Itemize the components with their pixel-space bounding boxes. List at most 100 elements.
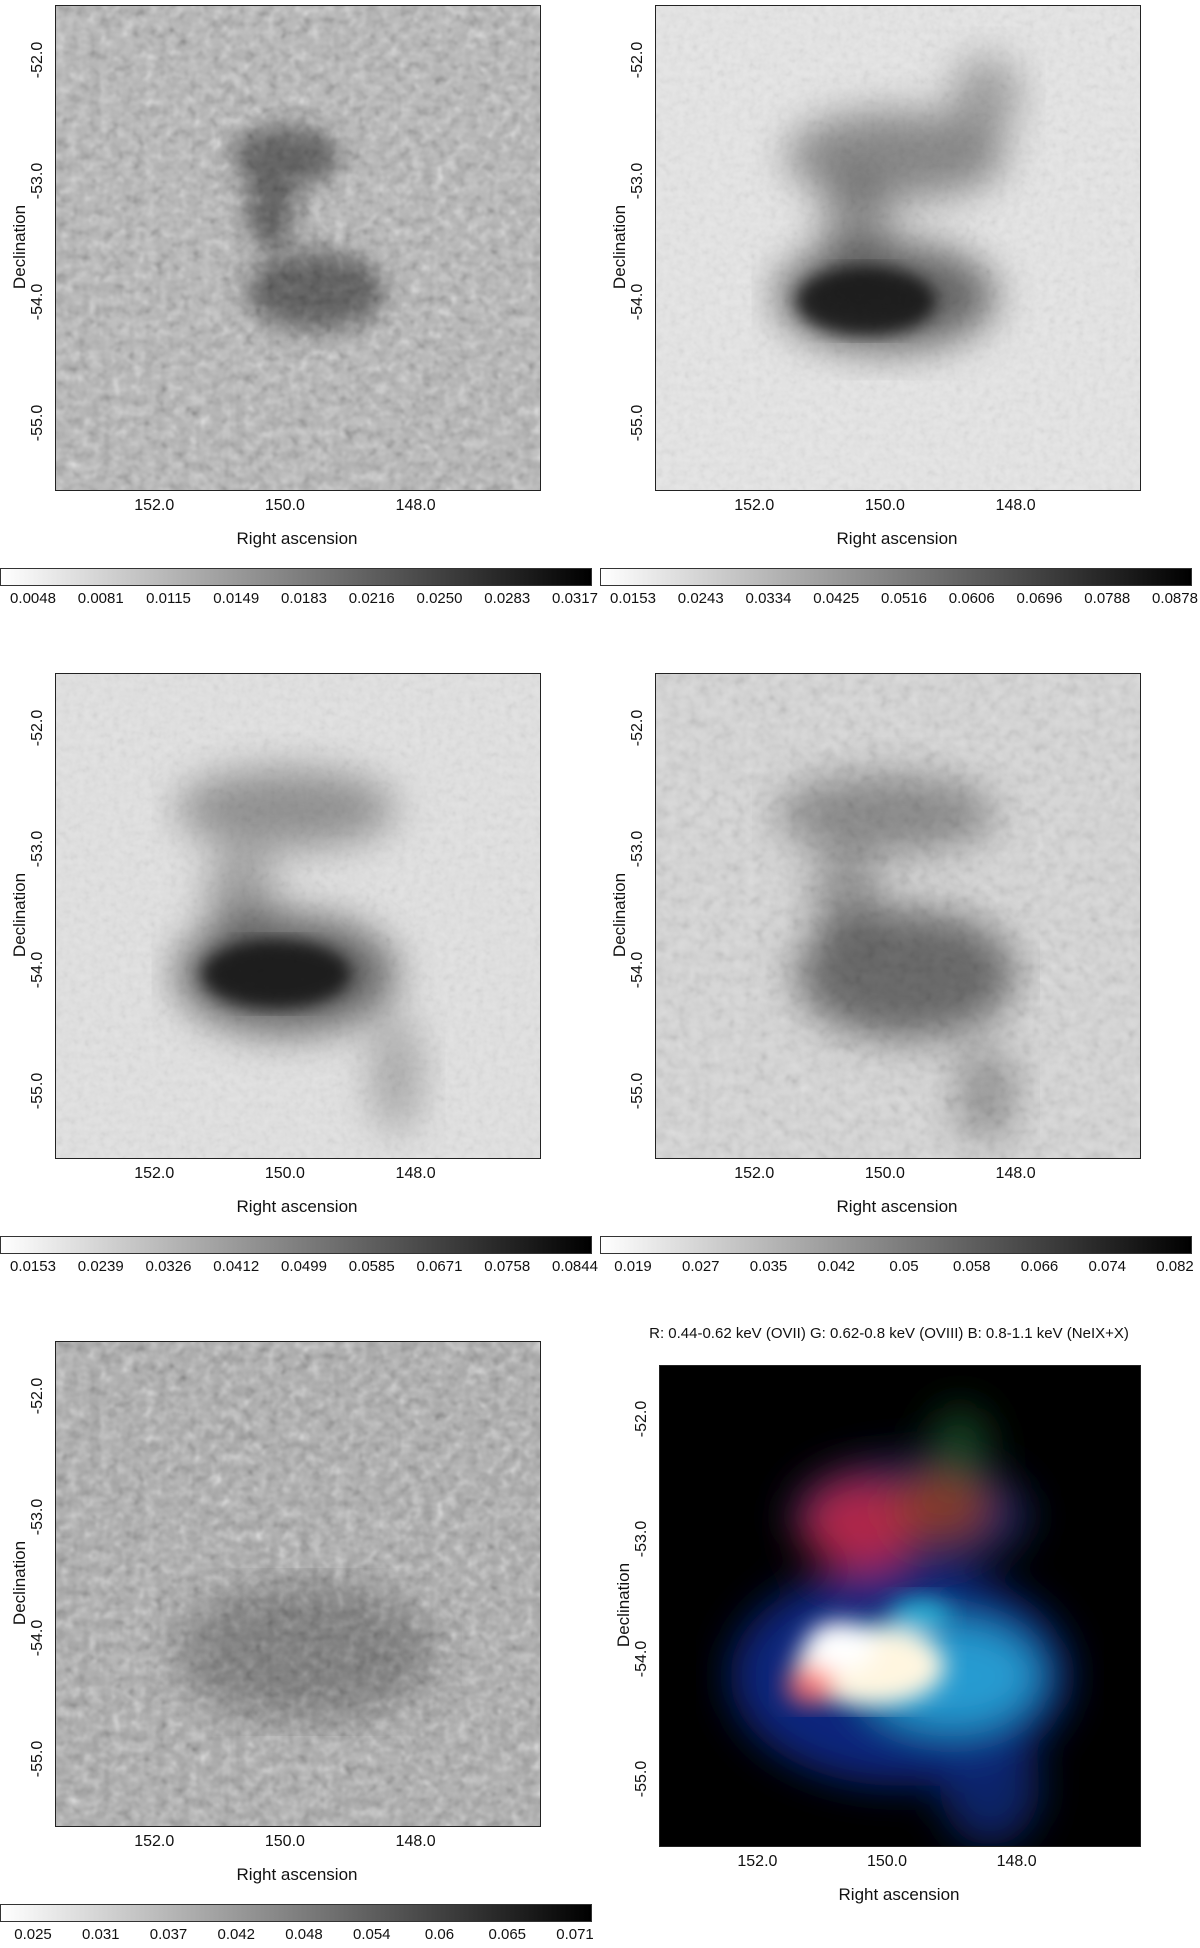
y-tick-label: -53.0 — [29, 830, 46, 867]
y-tick-label: -53.0 — [29, 1498, 46, 1535]
y-tick-label: -54.0 — [629, 951, 646, 988]
x-axis-label: Right ascension — [236, 1865, 358, 1884]
y-tick-label: -52.0 — [29, 1377, 46, 1414]
y-tick-label: -52.0 — [29, 709, 46, 746]
colorbar-tick-label: 0.0606 — [948, 590, 995, 607]
y-tick-label: -54.0 — [29, 1619, 46, 1656]
y-tick-label: -52.0 — [629, 709, 646, 746]
y-tick-label: -55.0 — [29, 1072, 46, 1109]
colorbar-tick-label: 0.0671 — [416, 1258, 463, 1275]
y-tick-label: -54.0 — [633, 1640, 650, 1678]
colorbar-tick-label: 0.0516 — [881, 590, 927, 607]
image-panel-5 — [55, 1341, 541, 1827]
x-tick-label: 150.0 — [864, 1165, 905, 1182]
colorbar-tick-label: 0.037 — [149, 1926, 188, 1943]
x-tick-label: 152.0 — [737, 1853, 778, 1870]
y-axis-label: Declination — [10, 1540, 29, 1626]
x-tick-label: 152.0 — [134, 497, 175, 514]
x-tick-label: 150.0 — [264, 1833, 305, 1850]
x-tick-label: 148.0 — [395, 497, 436, 514]
x-tick-label: 148.0 — [995, 1165, 1036, 1182]
colorbar-tick-label: 0.0499 — [281, 1258, 327, 1275]
colorbar-tick-label: 0.0788 — [1084, 590, 1131, 607]
colorbar-tick-label: 0.05 — [889, 1258, 919, 1275]
colorbar-tick-label: 0.019 — [614, 1258, 652, 1275]
colorbar-tick-label: 0.025 — [14, 1926, 52, 1943]
colorbar-tick-label: 0.0115 — [146, 590, 191, 607]
colorbar-tick-label: 0.074 — [1088, 1258, 1127, 1275]
colorbar-tick-label: 0.0183 — [281, 590, 327, 607]
y-tick-label: -52.0 — [633, 1400, 650, 1438]
x-axis-label: Right ascension — [236, 529, 358, 548]
y-tick-label: -52.0 — [29, 41, 46, 78]
y-tick-label: -53.0 — [629, 162, 646, 199]
colorbar-tick-label: 0.0250 — [416, 590, 463, 607]
x-axis-label: Right ascension — [838, 1885, 960, 1904]
colorbar-tick-label: 0.042 — [817, 1258, 856, 1275]
x-tick-label: 152.0 — [134, 1833, 175, 1850]
colorbar-tick-label: 0.0412 — [213, 1258, 260, 1275]
colorbar-1 — [0, 568, 592, 586]
colorbar-tick-label: 0.0878 — [1152, 590, 1198, 607]
y-axis-label: Declination — [10, 872, 29, 958]
x-axis-label: Right ascension — [836, 529, 958, 548]
x-axis-label: Right ascension — [836, 1197, 958, 1216]
y-tick-label: -53.0 — [629, 830, 646, 867]
colorbar-tick-label: 0.071 — [556, 1926, 594, 1943]
x-tick-label: 150.0 — [864, 497, 905, 514]
y-tick-label: -55.0 — [29, 1740, 46, 1777]
colorbar-tick-label: 0.0216 — [348, 590, 395, 607]
image-panel-4 — [655, 673, 1141, 1159]
x-tick-label: 148.0 — [995, 497, 1036, 514]
x-tick-label: 152.0 — [734, 1165, 775, 1182]
y-tick-label: -55.0 — [629, 404, 646, 441]
colorbar-4 — [600, 1236, 1192, 1254]
y-axis-label: Declination — [610, 872, 629, 958]
x-tick-label: 148.0 — [996, 1853, 1037, 1870]
image-panel-2 — [655, 5, 1141, 491]
x-tick-label: 152.0 — [134, 1165, 175, 1182]
x-tick-label: 150.0 — [866, 1853, 908, 1870]
y-tick-label: -52.0 — [629, 41, 646, 78]
x-tick-label: 148.0 — [395, 1833, 436, 1850]
colorbar-tick-label: 0.054 — [352, 1926, 391, 1943]
colorbar-tick-label: 0.0243 — [677, 590, 724, 607]
y-tick-label: -54.0 — [629, 283, 646, 320]
colorbar-tick-label: 0.066 — [1020, 1258, 1059, 1275]
x-tick-label: 150.0 — [264, 497, 305, 514]
colorbar-tick-label: 0.0283 — [484, 590, 531, 607]
colorbar-tick-label: 0.035 — [749, 1258, 788, 1275]
image-panel-6-rgb — [659, 1365, 1141, 1847]
colorbar-tick-label: 0.06 — [424, 1926, 455, 1943]
colorbar-tick-label: 0.042 — [217, 1926, 256, 1943]
colorbar-tick-label: 0.082 — [1156, 1258, 1194, 1275]
y-axis-label: Declination — [614, 1562, 633, 1648]
x-tick-label: 148.0 — [395, 1165, 436, 1182]
y-tick-label: -53.0 — [633, 1520, 650, 1558]
colorbar-tick-label: 0.058 — [952, 1258, 991, 1275]
colorbar-tick-label: 0.0239 — [77, 1258, 124, 1275]
y-tick-label: -55.0 — [29, 404, 46, 441]
image-panel-3 — [55, 673, 541, 1159]
colorbar-tick-label: 0.0153 — [610, 590, 656, 607]
y-tick-label: -55.0 — [629, 1072, 646, 1109]
y-tick-label: -53.0 — [29, 162, 46, 199]
colorbar-5 — [0, 1904, 592, 1922]
colorbar-tick-label: 0.0326 — [145, 1258, 192, 1275]
colorbar-2 — [600, 568, 1192, 586]
colorbar-tick-label: 0.0149 — [213, 590, 260, 607]
x-axis-label: Right ascension — [236, 1197, 358, 1216]
colorbar-tick-label: 0.0153 — [10, 1258, 56, 1275]
y-tick-label: -55.0 — [633, 1760, 650, 1798]
colorbar-tick-label: 0.0844 — [552, 1258, 598, 1275]
colorbar-3 — [0, 1236, 592, 1254]
colorbar-tick-label: 0.0758 — [484, 1258, 531, 1275]
colorbar-tick-label: 0.0317 — [552, 590, 598, 607]
colorbar-tick-label: 0.031 — [81, 1926, 120, 1943]
colorbar-tick-label: 0.0334 — [745, 590, 792, 607]
colorbar-tick-label: 0.0048 — [10, 590, 56, 607]
colorbar-tick-label: 0.0081 — [77, 590, 124, 607]
colorbar-tick-label: 0.0425 — [813, 590, 860, 607]
rgb-panel-title: R: 0.44-0.62 keV (OVII) G: 0.62-0.8 keV … — [649, 1325, 1129, 1342]
colorbar-tick-label: 0.027 — [681, 1258, 720, 1275]
